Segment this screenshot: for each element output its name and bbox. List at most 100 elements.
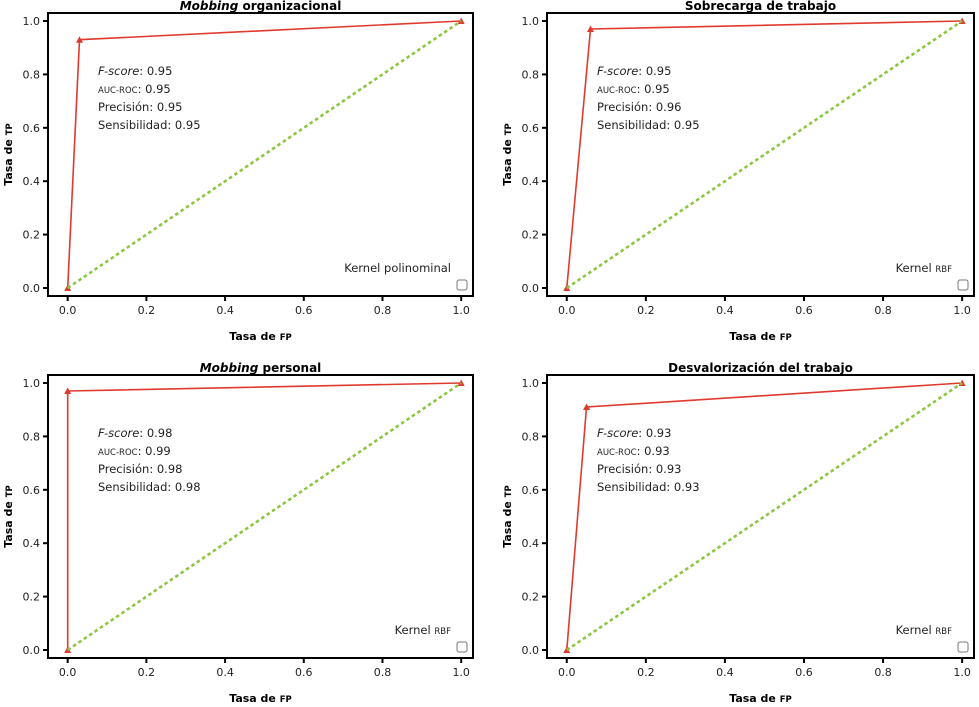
metric-label: AUC-ROC <box>98 86 138 96</box>
roc-panel-4: Desvalorización del trabajo 0.0 0.2 0.4 0.6 0… <box>501 361 975 705</box>
metric-line: Sensibilidad: 0.98 <box>98 480 201 494</box>
y-tick-label: 1.0 <box>23 15 41 28</box>
y-tick-label: 0.2 <box>23 591 41 604</box>
y-tick-label: 0.0 <box>23 644 41 657</box>
y-axis-label: Tasa de TP <box>2 123 15 186</box>
y-axis-label-text: Tasa de <box>2 135 15 185</box>
y-tick-label: 0.0 <box>23 282 41 295</box>
x-tick-label: 0.6 <box>295 666 313 679</box>
metric-line: AUC-ROC: 0.99 <box>98 444 171 458</box>
plot-frame <box>546 374 975 659</box>
metric-line: AUC-ROC: 0.95 <box>597 82 670 96</box>
chance-line <box>566 381 963 652</box>
kernel-label-smallcaps: RBF <box>434 627 451 637</box>
metric-label: Sensibilidad <box>98 480 167 494</box>
metric-value: : 0.95 <box>138 82 171 96</box>
metric-line: Sensibilidad: 0.95 <box>98 118 201 132</box>
metric-value: : 0.95 <box>638 64 671 78</box>
y-tick-label: 0.8 <box>23 430 41 443</box>
metric-value: : 0.95 <box>149 100 182 114</box>
x-axis-label-smallcaps: FP <box>780 695 792 705</box>
panel-title: Desvalorización del trabajo <box>668 361 853 375</box>
metric-line: AUC-ROC: 0.95 <box>98 82 171 96</box>
roc-panel-2: Sobrecarga de trabajo 0.0 0.2 0.4 0.6 0.8 1.0 0… <box>501 0 975 343</box>
y-axis-label-smallcaps: TP <box>5 485 15 497</box>
y-tick-label: 0.8 <box>522 430 540 443</box>
chance-line <box>566 19 963 290</box>
legend-box-icon <box>957 279 969 291</box>
metric-value: : 0.93 <box>637 444 670 458</box>
panel-title: Mobbing personal <box>200 361 322 375</box>
metric-line: Sensibilidad: 0.93 <box>597 480 700 494</box>
y-tick-label: 0.6 <box>23 484 41 497</box>
x-axis-label-text: Tasa de <box>729 330 779 343</box>
y-tick-label: 1.0 <box>522 15 540 28</box>
y-tick-label: 0.0 <box>522 282 540 295</box>
metric-value: : 0.99 <box>138 444 171 458</box>
panel-title-text: personal <box>258 361 321 375</box>
kernel-label-smallcaps: RBF <box>935 627 952 637</box>
kernel-label-text: Kernel polinominal <box>344 261 451 275</box>
metric-value: : 0.96 <box>648 100 681 114</box>
metric-value: : 0.95 <box>637 82 670 96</box>
roc-panel-3: Mobbing personal 0.0 0.2 0.4 0.6 0.8 1.0 0.0 0.2… <box>2 361 474 705</box>
panel-title: Mobbing organizacional <box>180 0 342 13</box>
x-axis-label-text: Tasa de <box>229 330 279 343</box>
x-tick-label: 0.0 <box>59 304 77 317</box>
panel-title-text: Desvalorización del trabajo <box>668 361 853 375</box>
y-tick-label: 1.0 <box>522 377 540 390</box>
x-tick-label: 0.0 <box>558 666 576 679</box>
y-tick-label: 0.6 <box>522 122 540 135</box>
x-axis-label-text: Tasa de <box>229 692 279 705</box>
metric-label: Precisión <box>98 462 149 476</box>
legend-box-icon <box>456 279 468 291</box>
metric-line: Sensibilidad: 0.95 <box>597 118 700 132</box>
metric-label: F-score <box>597 426 638 440</box>
y-tick-label: 0.2 <box>522 591 540 604</box>
x-tick-label: 0.0 <box>558 304 576 317</box>
x-tick-label: 0.2 <box>637 666 655 679</box>
kernel-label-text: Kernel <box>896 261 936 275</box>
roc-point <box>75 36 83 43</box>
plot-frame <box>47 374 474 659</box>
chance-line <box>66 19 462 290</box>
x-axis-label: Tasa de FP <box>229 692 292 705</box>
y-axis-label-smallcaps: TP <box>504 123 514 135</box>
metric-label: Sensibilidad <box>98 118 167 132</box>
x-tick-label: 0.4 <box>716 304 734 317</box>
metric-label: Precisión <box>597 100 648 114</box>
y-axis-label-text: Tasa de <box>501 497 514 547</box>
panel-title-text: organizacional <box>238 0 341 13</box>
roc-point <box>457 17 465 25</box>
plot-frame <box>47 12 474 297</box>
metric-line: F-score: 0.93 <box>597 426 671 440</box>
metric-line: F-score: 0.98 <box>98 426 172 440</box>
metric-value: : 0.95 <box>167 118 200 132</box>
y-axis-label-smallcaps: TP <box>504 485 514 497</box>
x-tick-label: 0.6 <box>795 666 813 679</box>
metric-label: F-score <box>597 64 638 78</box>
roc-point <box>64 387 72 395</box>
x-axis-label-text: Tasa de <box>729 692 779 705</box>
x-axis-label-smallcaps: FP <box>780 333 792 343</box>
kernel-label-text: Kernel <box>395 623 435 637</box>
panel-title-italic: Mobbing <box>200 361 259 375</box>
x-axis-label-smallcaps: FP <box>280 695 292 705</box>
metric-line: Precisión: 0.96 <box>597 100 681 114</box>
kernel-label: Kernel RBF <box>896 623 953 637</box>
kernel-label: Kernel RBF <box>896 261 953 275</box>
metric-value: : 0.98 <box>149 462 182 476</box>
metric-line: F-score: 0.95 <box>597 64 671 78</box>
kernel-label: Kernel polinominal <box>344 261 451 275</box>
y-axis-label: Tasa de TP <box>501 485 514 548</box>
x-tick-label: 0.6 <box>295 304 313 317</box>
x-tick-label: 0.4 <box>216 304 234 317</box>
metric-label: AUC-ROC <box>597 448 637 458</box>
roc-point <box>586 25 594 33</box>
x-tick-label: 1.0 <box>953 304 971 317</box>
metric-label: F-score <box>98 64 139 78</box>
legend-box-icon <box>456 641 468 653</box>
y-tick-label: 0.0 <box>522 644 540 657</box>
panel-title-italic: Mobbing <box>180 0 239 13</box>
metric-line: AUC-ROC: 0.93 <box>597 444 670 458</box>
